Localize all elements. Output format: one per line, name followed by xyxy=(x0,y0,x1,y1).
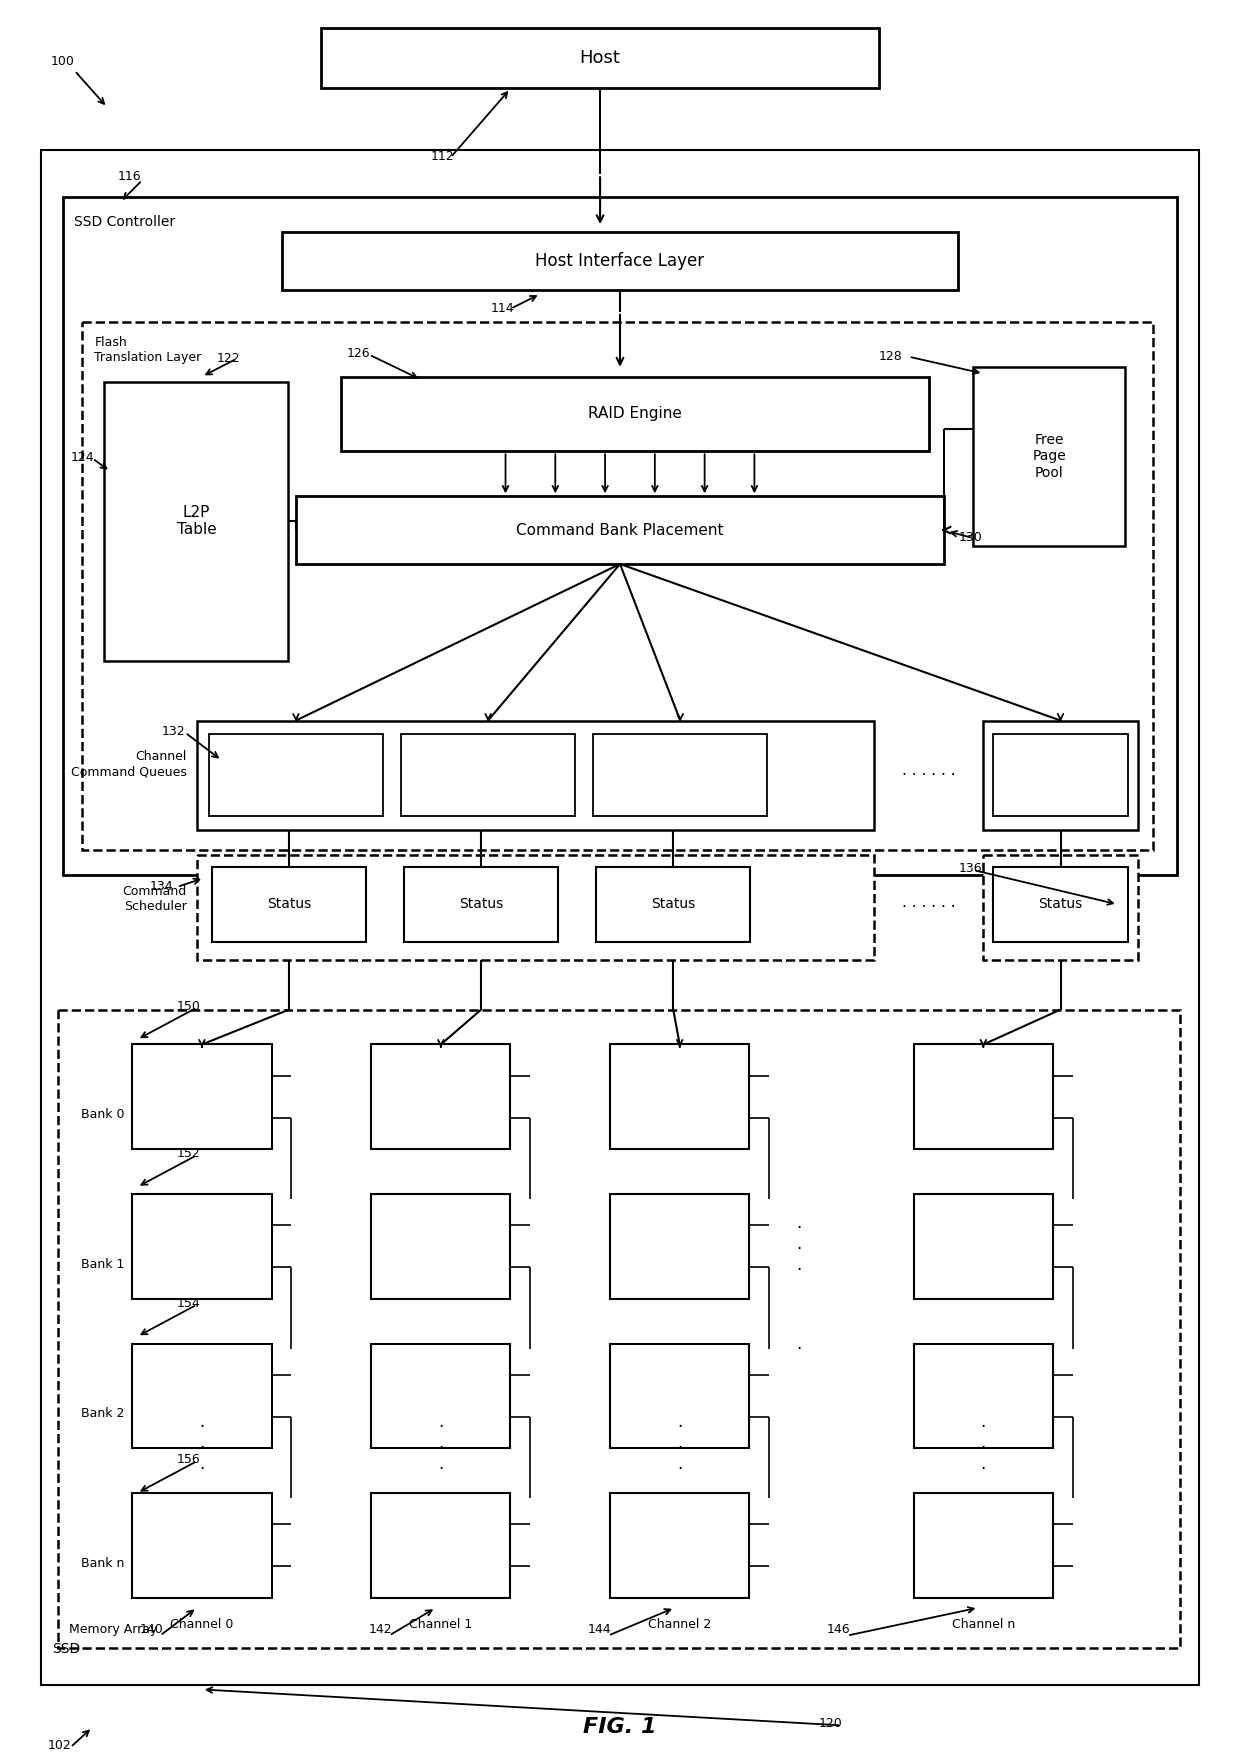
Text: ·
·
·: · · · xyxy=(200,1418,205,1478)
Text: Bank 1: Bank 1 xyxy=(81,1258,124,1270)
Text: 128: 128 xyxy=(879,349,903,363)
Text: ·
·
·: · · · xyxy=(796,1219,802,1279)
Text: 140: 140 xyxy=(140,1623,164,1635)
Text: 156: 156 xyxy=(177,1454,201,1466)
Text: 154: 154 xyxy=(177,1297,201,1309)
Text: 152: 152 xyxy=(177,1147,201,1161)
Bar xyxy=(341,376,929,452)
Text: 116: 116 xyxy=(118,171,141,183)
Bar xyxy=(596,868,750,942)
Bar xyxy=(993,868,1127,942)
Bar xyxy=(133,1044,272,1148)
Text: ·
·
·: · · · xyxy=(677,1418,682,1478)
Text: SSD Controller: SSD Controller xyxy=(74,215,176,229)
Text: · · · · · ·: · · · · · · xyxy=(901,900,956,916)
Text: SSD: SSD xyxy=(52,1642,81,1656)
Text: Command
Scheduler: Command Scheduler xyxy=(123,886,187,914)
Text: Bank 0: Bank 0 xyxy=(81,1108,124,1122)
Text: Status: Status xyxy=(1038,898,1083,912)
Text: 144: 144 xyxy=(588,1623,611,1635)
Bar xyxy=(82,321,1153,850)
Bar xyxy=(371,1344,511,1448)
Text: Channel 2: Channel 2 xyxy=(649,1618,712,1630)
Bar xyxy=(973,367,1125,547)
Bar xyxy=(993,734,1127,817)
Bar xyxy=(914,1194,1053,1298)
Bar xyxy=(133,1194,272,1298)
Text: ·: · xyxy=(796,1339,802,1358)
Bar xyxy=(371,1194,511,1298)
Bar xyxy=(371,1492,511,1598)
Text: Host: Host xyxy=(579,49,620,67)
Text: 102: 102 xyxy=(47,1739,72,1752)
Bar xyxy=(321,28,879,88)
Bar xyxy=(610,1344,749,1448)
Bar xyxy=(133,1492,272,1598)
Text: · · · · · ·: · · · · · · xyxy=(901,767,956,783)
Bar xyxy=(197,720,874,831)
Bar xyxy=(404,868,558,942)
Bar xyxy=(914,1044,1053,1148)
Bar xyxy=(983,720,1137,831)
Text: 100: 100 xyxy=(51,55,74,67)
Bar xyxy=(914,1344,1053,1448)
Bar xyxy=(983,856,1137,960)
Text: 136: 136 xyxy=(959,863,982,875)
Text: 126: 126 xyxy=(346,348,370,360)
Text: Status: Status xyxy=(459,898,503,912)
Bar xyxy=(104,381,289,662)
Text: 130: 130 xyxy=(959,531,982,543)
Text: 114: 114 xyxy=(491,302,515,314)
Bar xyxy=(610,1044,749,1148)
Bar xyxy=(593,734,768,817)
Text: Host Interface Layer: Host Interface Layer xyxy=(536,252,704,270)
Bar xyxy=(281,233,959,289)
Text: FIG. 1: FIG. 1 xyxy=(583,1718,657,1738)
Text: Bank 2: Bank 2 xyxy=(81,1408,124,1420)
Bar xyxy=(401,734,575,817)
Text: ·
·
·: · · · xyxy=(981,1418,986,1478)
Text: Memory Array: Memory Array xyxy=(69,1623,157,1635)
Bar xyxy=(208,734,383,817)
Bar xyxy=(41,150,1199,1685)
Text: Status: Status xyxy=(267,898,311,912)
Text: Status: Status xyxy=(651,898,696,912)
Bar xyxy=(914,1492,1053,1598)
Bar xyxy=(197,856,874,960)
Text: 124: 124 xyxy=(71,452,94,464)
Text: 120: 120 xyxy=(820,1718,843,1730)
Bar xyxy=(371,1044,511,1148)
Bar xyxy=(212,868,366,942)
Text: L2P
Table: L2P Table xyxy=(176,505,216,538)
Text: Command Bank Placement: Command Bank Placement xyxy=(516,522,724,538)
Text: 112: 112 xyxy=(430,150,455,164)
Text: Channel n: Channel n xyxy=(952,1618,1016,1630)
Text: Free
Page
Pool: Free Page Pool xyxy=(1032,434,1066,480)
Text: RAID Engine: RAID Engine xyxy=(588,406,682,422)
Bar xyxy=(57,1009,1180,1648)
Bar xyxy=(610,1492,749,1598)
Text: Bank n: Bank n xyxy=(81,1558,124,1570)
Text: 134: 134 xyxy=(150,880,174,893)
Text: Channel 1: Channel 1 xyxy=(409,1618,472,1630)
Bar xyxy=(62,198,1178,875)
Text: 146: 146 xyxy=(827,1623,851,1635)
Bar xyxy=(133,1344,272,1448)
Bar xyxy=(296,496,944,564)
Text: Flash
Translation Layer: Flash Translation Layer xyxy=(94,335,202,363)
Text: Channel 0: Channel 0 xyxy=(170,1618,233,1630)
Text: 122: 122 xyxy=(217,351,241,365)
Text: 142: 142 xyxy=(370,1623,393,1635)
Text: 132: 132 xyxy=(162,725,186,739)
Bar xyxy=(610,1194,749,1298)
Text: Channel
Command Queues: Channel Command Queues xyxy=(71,750,187,778)
Text: 150: 150 xyxy=(177,1000,201,1013)
Text: ·
·
·: · · · xyxy=(438,1418,444,1478)
